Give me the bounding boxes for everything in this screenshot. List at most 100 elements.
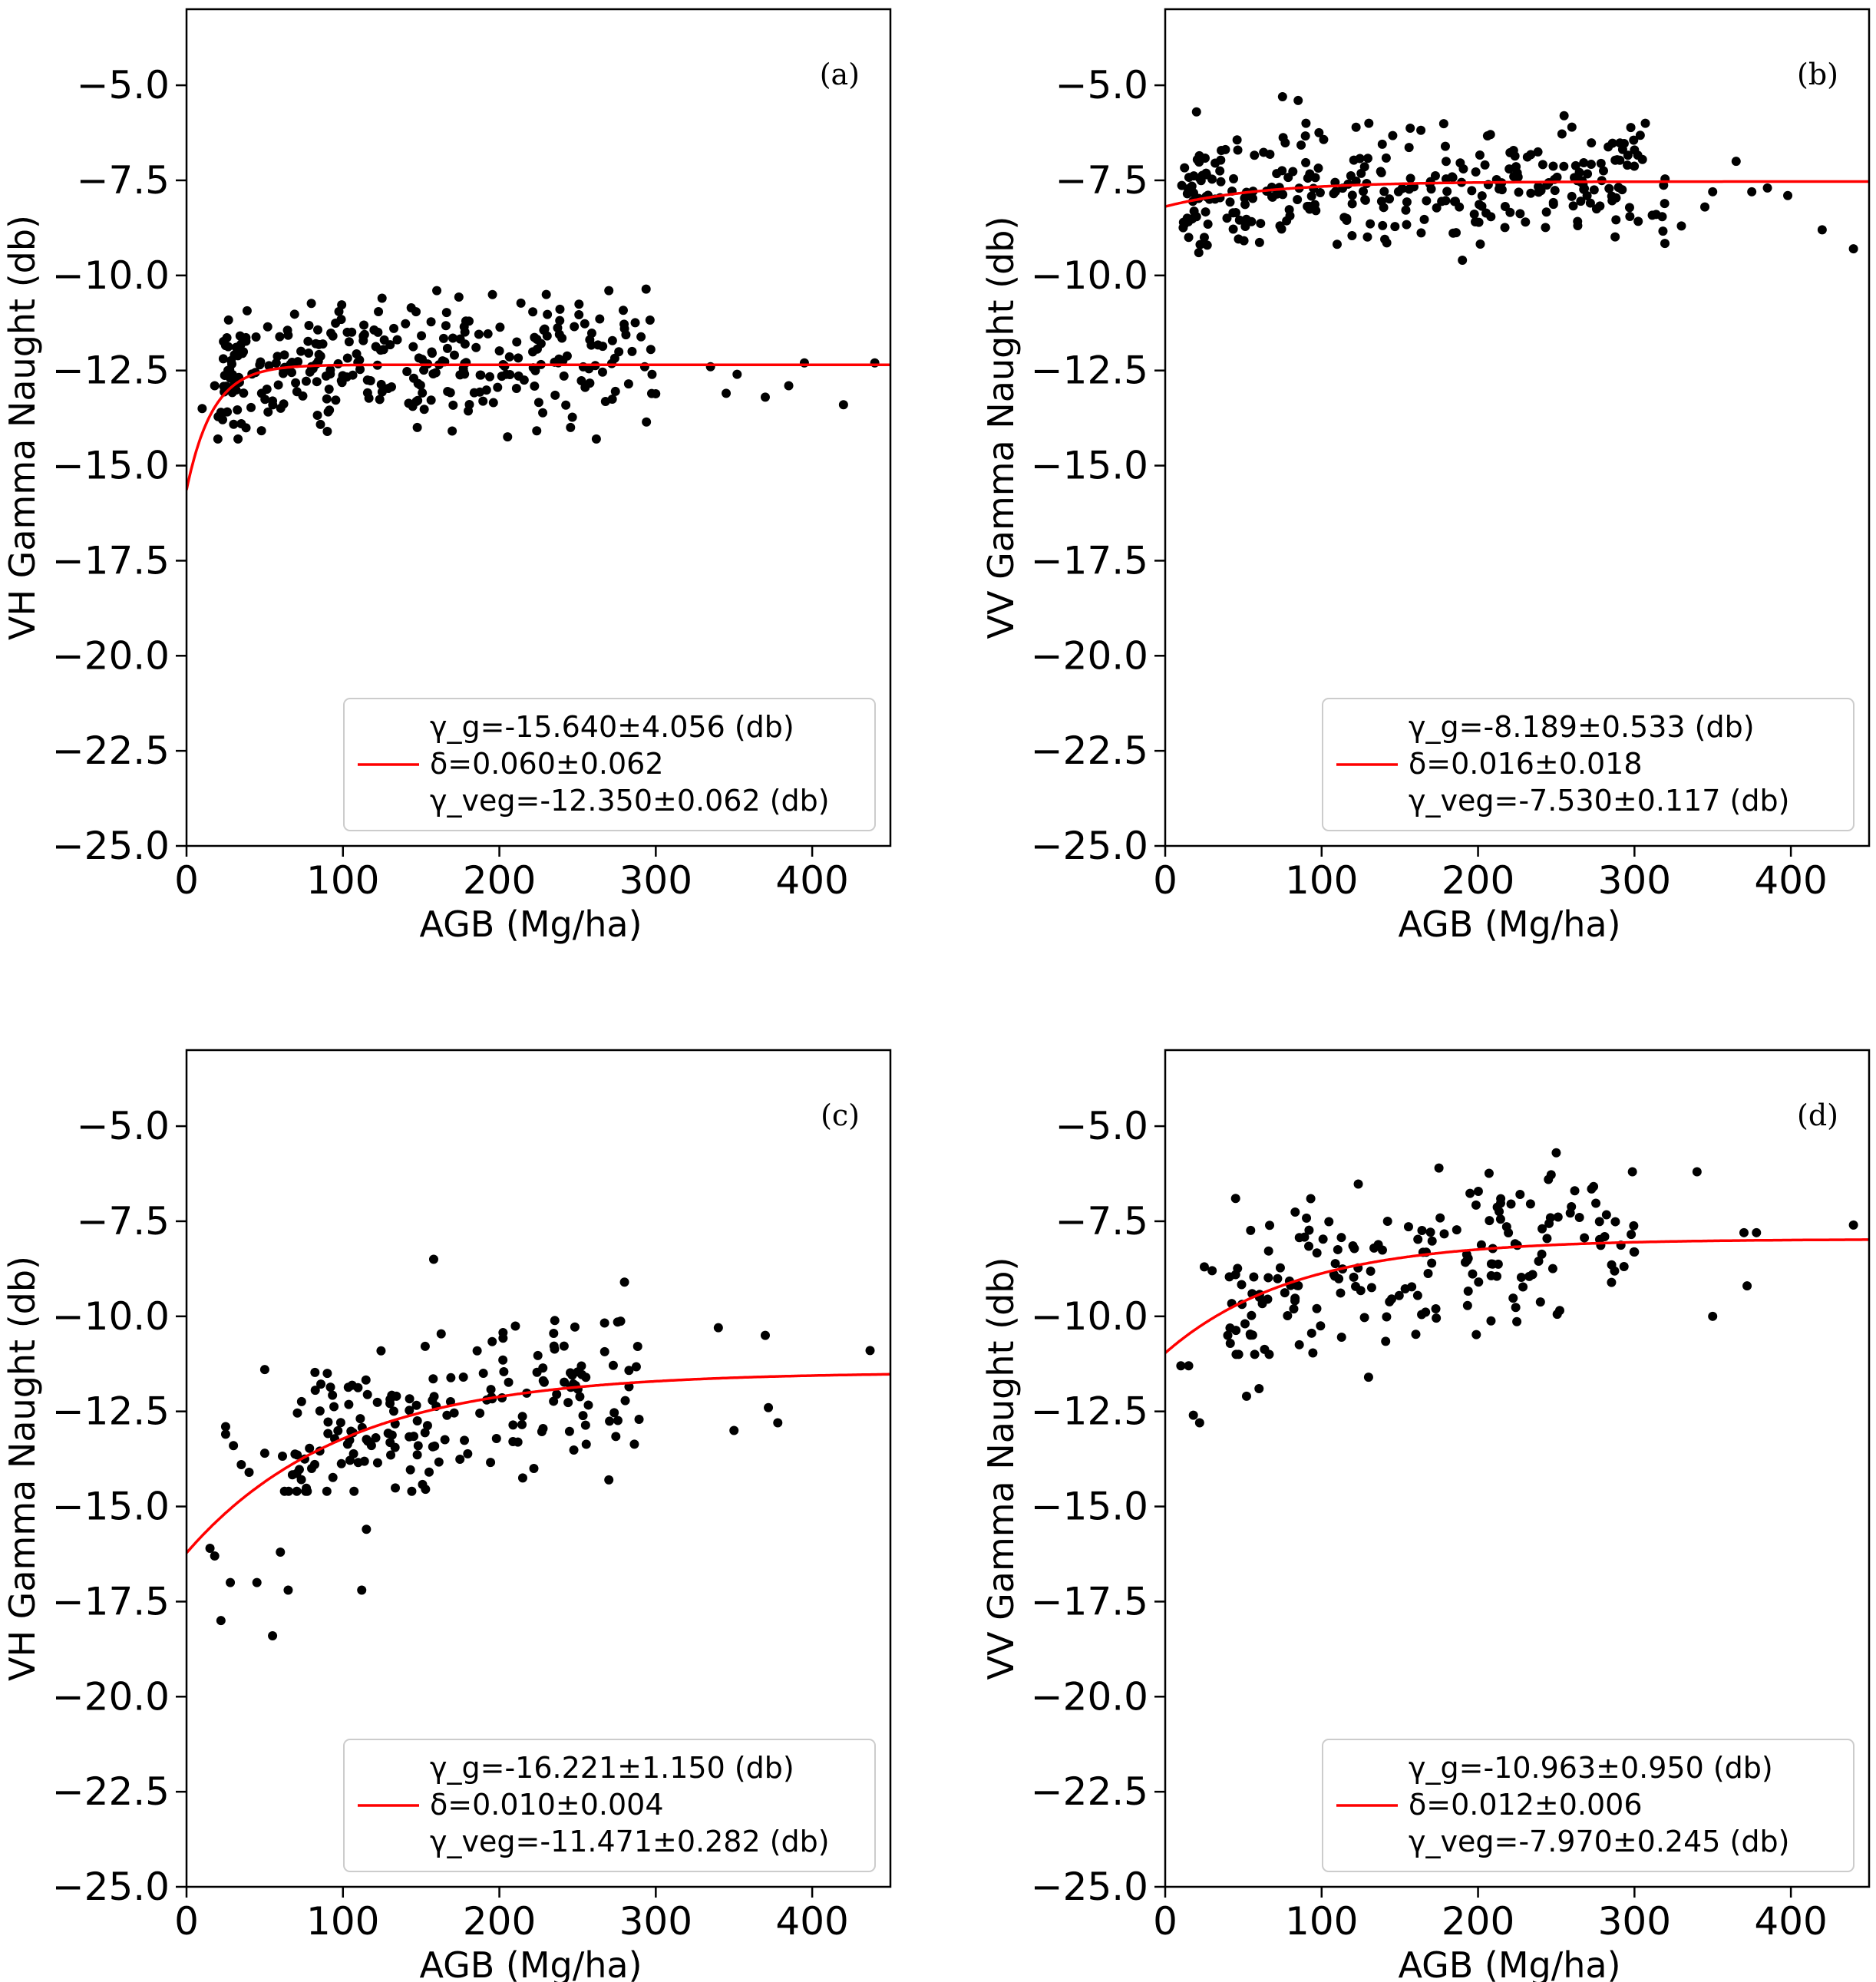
data-point	[458, 1373, 468, 1382]
data-point	[1441, 174, 1451, 184]
data-point	[1475, 200, 1485, 210]
y-tick-label: −22.5	[1031, 728, 1148, 773]
data-point	[1465, 1188, 1475, 1198]
data-point	[325, 365, 335, 375]
x-axis-label: AGB (Mg/ha)	[1398, 1944, 1620, 1982]
data-point	[220, 1429, 230, 1439]
data-point	[1700, 202, 1710, 212]
data-point	[607, 335, 617, 345]
data-point	[494, 346, 504, 356]
data-point	[647, 369, 657, 379]
data-point	[1188, 1410, 1198, 1420]
data-point	[1471, 1330, 1481, 1340]
data-point	[1362, 232, 1372, 242]
data-point	[429, 1392, 439, 1402]
data-point	[1290, 1207, 1300, 1217]
data-point	[1486, 212, 1496, 222]
data-point	[1355, 154, 1365, 164]
data-point	[1349, 1244, 1359, 1254]
data-point	[1215, 166, 1225, 176]
data-point	[1579, 158, 1589, 168]
data-point	[246, 402, 256, 412]
data-point	[448, 400, 458, 410]
data-point	[1403, 1222, 1413, 1232]
data-point	[1633, 216, 1643, 226]
data-point	[336, 315, 346, 325]
data-point	[1377, 139, 1387, 149]
data-point	[333, 358, 343, 368]
data-point	[1485, 1216, 1495, 1226]
data-point	[1553, 1212, 1563, 1222]
data-point	[609, 1408, 619, 1418]
data-point	[259, 1449, 269, 1458]
data-point	[1469, 210, 1479, 220]
data-point	[517, 1419, 527, 1429]
data-point	[276, 1548, 286, 1557]
data-point	[1594, 1217, 1604, 1227]
data-point	[1248, 193, 1258, 203]
data-point	[632, 1341, 642, 1351]
data-point	[530, 381, 540, 391]
data-point	[1495, 1207, 1504, 1217]
data-point	[1607, 1277, 1617, 1287]
data-point	[1359, 162, 1369, 172]
data-point	[1194, 173, 1204, 183]
data-point	[349, 1486, 359, 1496]
data-point	[1246, 1225, 1256, 1235]
data-point	[1570, 173, 1580, 183]
data-point	[1360, 195, 1370, 205]
y-tick-label: −15.0	[1031, 1485, 1148, 1529]
data-point	[302, 1486, 312, 1496]
data-point	[1434, 1163, 1444, 1173]
data-point	[1312, 1303, 1322, 1313]
data-point	[1500, 202, 1510, 212]
data-point	[1594, 1234, 1604, 1244]
data-point	[1630, 145, 1640, 155]
data-point	[1412, 1290, 1422, 1300]
data-point	[331, 395, 341, 405]
data-point	[597, 367, 607, 377]
data-point	[1474, 1277, 1484, 1287]
data-point	[1202, 240, 1212, 250]
data-point	[1207, 174, 1217, 184]
data-point	[1627, 1230, 1637, 1240]
data-point	[434, 1457, 444, 1467]
data-point	[517, 1412, 527, 1422]
data-point	[1449, 197, 1459, 206]
data-point	[1508, 146, 1518, 156]
data-point	[1382, 238, 1392, 248]
data-point	[1306, 191, 1316, 201]
y-tick-label: −7.5	[1055, 158, 1148, 203]
data-point	[1336, 1333, 1346, 1343]
data-point	[323, 1429, 333, 1439]
data-point	[722, 388, 732, 398]
data-point	[1567, 1202, 1577, 1212]
data-point	[1263, 1294, 1273, 1304]
data-point	[1500, 223, 1510, 233]
data-point	[538, 408, 548, 418]
x-axis-label: AGB (Mg/ha)	[419, 903, 642, 945]
y-axis-label: VH Gamma Naught (db)	[2, 215, 43, 640]
legend-entry: γ_g=-10.963±0.950 (db)	[1409, 1751, 1773, 1785]
data-point	[442, 1410, 452, 1420]
y-axis-label: VV Gamma Naught (db)	[980, 216, 1022, 639]
data-point	[1492, 1271, 1502, 1281]
data-point	[1554, 1306, 1564, 1316]
data-point	[1178, 217, 1188, 227]
data-point	[301, 376, 311, 386]
data-point	[283, 1585, 293, 1595]
data-point	[1471, 216, 1481, 226]
data-point	[1430, 171, 1440, 181]
data-point	[293, 357, 303, 367]
data-point	[239, 388, 249, 398]
data-point	[422, 1421, 432, 1431]
data-point	[1422, 196, 1432, 206]
data-point	[210, 1551, 220, 1561]
data-point	[359, 1456, 369, 1466]
data-point	[574, 310, 584, 320]
data-point	[485, 372, 495, 382]
x-tick-label: 0	[174, 1899, 199, 1944]
data-point	[322, 1486, 332, 1496]
data-point	[1514, 187, 1524, 197]
data-point	[1442, 187, 1452, 197]
